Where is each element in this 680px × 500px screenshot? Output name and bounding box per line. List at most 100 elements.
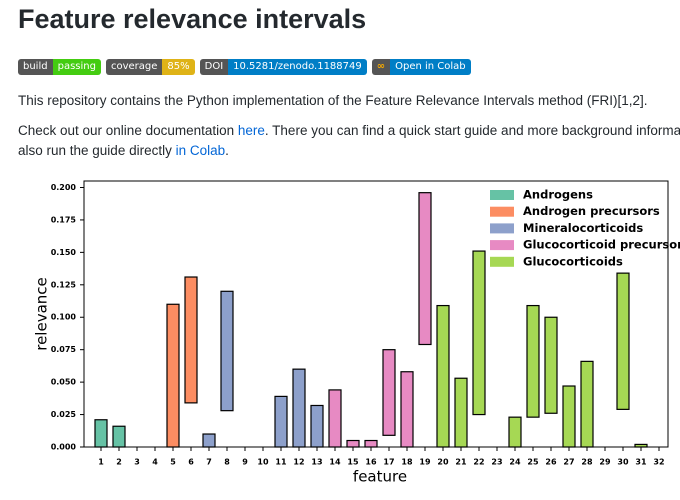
legend-label: Mineralocorticoids	[523, 221, 643, 235]
y-tick-label: 0.050	[51, 378, 77, 387]
x-tick-label: 21	[455, 458, 467, 467]
y-tick-label: 0.175	[51, 215, 77, 224]
interval-bar	[508, 416, 522, 448]
x-tick-label: 13	[311, 458, 322, 467]
x-tick-label: 4	[152, 458, 158, 467]
interval-bar	[166, 303, 180, 448]
link[interactable]: here	[237, 123, 265, 138]
colab-badge[interactable]: ∞ Open in Colab	[371, 59, 471, 75]
build-badge[interactable]: build passing	[18, 59, 101, 75]
y-tick-label: 0.100	[51, 313, 77, 322]
badge-message: 85%	[162, 59, 195, 75]
x-tick-label: 15	[347, 458, 359, 467]
x-tick-label: 19	[419, 458, 431, 467]
x-tick-label: 17	[383, 458, 394, 467]
interval-bar	[418, 192, 432, 346]
y-tick-label: 0.000	[51, 443, 77, 452]
badge-label: coverage	[105, 59, 163, 75]
colab-icon: ∞	[371, 59, 391, 75]
y-tick-label: 0.200	[51, 183, 77, 192]
legend-swatch	[490, 240, 514, 251]
x-tick-label: 27	[563, 458, 574, 467]
paragraph: This repository contains the Python impl…	[18, 93, 648, 108]
x-tick-label: 12	[293, 458, 304, 467]
text: also run the guide directly	[18, 143, 176, 158]
legend-label: Androgens	[523, 188, 593, 202]
paragraph-line: Check out our online documentation here.…	[18, 123, 680, 138]
legend-label: Androgen precursors	[523, 204, 660, 218]
y-axis-label: relevance	[33, 277, 51, 351]
interval-bar	[436, 304, 450, 448]
x-tick-label: 5	[170, 458, 176, 467]
x-tick-label: 10	[257, 458, 269, 467]
interval-bar	[634, 443, 648, 448]
x-tick-label: 32	[653, 458, 664, 467]
interval-bar	[400, 371, 414, 448]
x-tick-label: 11	[275, 458, 287, 467]
interval-bar	[202, 433, 216, 448]
interval-bar	[274, 395, 288, 448]
x-tick-label: 24	[509, 458, 521, 467]
badge-message: Open in Colab	[390, 59, 471, 75]
interval-bar	[328, 389, 342, 448]
interval-bar	[364, 439, 378, 448]
interval-bar	[616, 272, 630, 410]
y-tick-label: 0.025	[51, 410, 77, 419]
interval-bar	[346, 439, 360, 448]
legend-swatch	[490, 190, 514, 200]
badge-label: DOI	[199, 59, 229, 75]
doi-badge[interactable]: DOI 10.5281/zenodo.1188749	[199, 59, 367, 75]
x-tick-label: 16	[365, 458, 377, 467]
interval-bar	[184, 276, 198, 404]
coverage-badge[interactable]: coverage 85%	[105, 59, 195, 75]
y-tick-label: 0.075	[51, 345, 77, 354]
x-tick-label: 29	[599, 458, 611, 467]
interval-bar	[220, 290, 234, 412]
legend-swatch	[490, 256, 514, 267]
interval-bar	[94, 419, 108, 448]
interval-bar	[310, 404, 324, 448]
x-tick-label: 14	[329, 458, 341, 467]
badge-row: build passing coverage 85% DOI 10.5281/zeno…	[18, 59, 471, 75]
x-tick-label: 1	[98, 458, 104, 467]
legend-label: Glucocorticoids	[523, 254, 623, 268]
interval-bar	[526, 304, 540, 418]
page-title: Feature relevance intervals	[18, 4, 367, 34]
legend-swatch	[490, 206, 514, 217]
x-tick-label: 7	[206, 458, 212, 467]
x-tick-label: 6	[188, 458, 194, 467]
badge-message: 10.5281/zenodo.1188749	[228, 59, 367, 75]
text: Check out our online documentation	[18, 123, 238, 138]
x-tick-label: 25	[527, 458, 539, 467]
interval-bar	[382, 349, 396, 436]
x-tick-label: 30	[617, 458, 629, 467]
x-tick-label: 2	[116, 458, 122, 467]
y-tick-label: 0.150	[51, 248, 77, 257]
x-tick-label: 3	[134, 458, 140, 467]
badge-message: passing	[52, 59, 101, 75]
interval-bar	[580, 360, 594, 448]
x-tick-label: 8	[224, 458, 230, 467]
interval-bar	[292, 368, 306, 448]
interval-bar	[544, 316, 558, 414]
interval-bar	[454, 377, 468, 448]
text: .	[225, 143, 229, 158]
x-tick-label: 18	[401, 458, 413, 467]
x-tick-label: 23	[491, 458, 502, 467]
link[interactable]: in Colab	[175, 143, 226, 158]
legend-label: Glucocorticoid precursors	[523, 238, 680, 252]
x-axis-label: feature	[353, 468, 407, 486]
legend-swatch	[490, 223, 514, 234]
x-tick-label: 28	[581, 458, 593, 467]
x-tick-label: 22	[473, 458, 484, 467]
interval-bar	[472, 250, 486, 416]
text: . There you can find a quick start guide…	[264, 123, 680, 138]
x-tick-label: 26	[545, 458, 557, 467]
interval-bar	[562, 385, 576, 448]
badge-label: build	[18, 59, 53, 75]
x-tick-label: 9	[242, 458, 248, 467]
x-tick-label: 20	[437, 458, 449, 467]
y-tick-label: 0.125	[51, 280, 77, 289]
